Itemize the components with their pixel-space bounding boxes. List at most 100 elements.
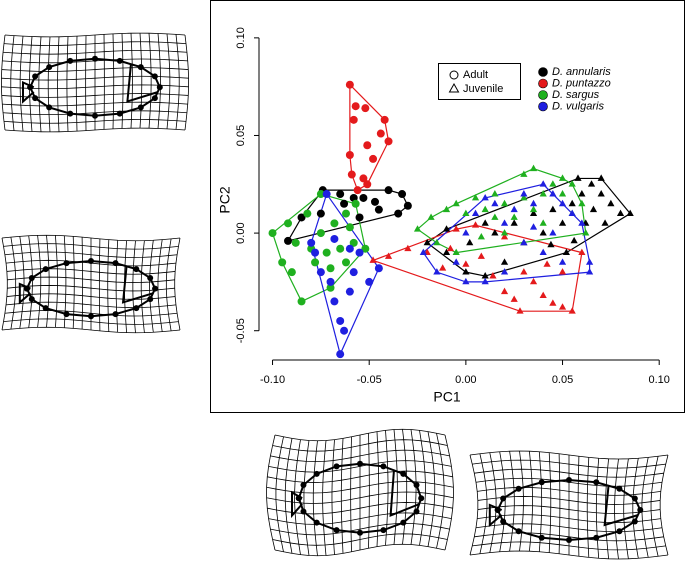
juvenile-point (558, 174, 567, 181)
landmark (566, 537, 572, 543)
landmark (333, 463, 340, 470)
landmark-outline (126, 63, 159, 103)
landmark (380, 463, 387, 470)
juvenile-point (423, 238, 431, 246)
juvenile-point (510, 213, 518, 220)
grid-line (376, 431, 380, 547)
adult-point (340, 326, 349, 335)
juvenile-point (574, 174, 582, 181)
juvenile-point (529, 223, 538, 230)
landmark (88, 313, 94, 320)
juvenile-point (549, 180, 557, 187)
grid-line (98, 238, 101, 331)
grid-line (38, 36, 42, 132)
juvenile-point (489, 272, 497, 279)
grid-line (37, 235, 42, 328)
juvenile-point (626, 209, 634, 216)
landmark (333, 527, 340, 534)
juvenile-point (500, 199, 509, 207)
juvenile-point (452, 225, 460, 232)
adult-point (336, 244, 345, 253)
grid-line (174, 237, 181, 331)
x-tick-label: -0.10 (260, 374, 285, 386)
landmark (538, 534, 545, 541)
adult-point (345, 244, 354, 253)
landmark-outline (603, 484, 639, 527)
adult-point (291, 238, 300, 247)
juvenile-point (568, 307, 576, 314)
juvenile-point (520, 170, 528, 177)
grid-line (632, 458, 639, 559)
deformation-grids (1, 32, 669, 560)
juvenile-point (477, 252, 485, 259)
grid-line (149, 240, 154, 333)
adult-point (326, 277, 335, 286)
juvenile-point (433, 268, 441, 275)
juvenile-point (491, 213, 499, 220)
grid-line (558, 453, 561, 554)
juvenile-point (500, 258, 509, 265)
adult-point (311, 258, 320, 267)
y-tick-label: 0.00 (235, 222, 247, 243)
adult-point (284, 236, 292, 245)
grid-line (650, 456, 659, 557)
juvenile-point (578, 190, 586, 197)
adult-point (345, 287, 354, 296)
legend-label: D. vulgaris (552, 100, 604, 112)
juvenile-point (520, 238, 528, 246)
landmark (67, 57, 74, 64)
adult-point (322, 248, 331, 257)
adult-point (342, 258, 350, 267)
adult-point (347, 170, 356, 179)
landmark (137, 104, 144, 111)
adult-point (351, 199, 360, 208)
grid-line (419, 430, 426, 546)
landmark (147, 275, 154, 282)
juvenile-point (510, 205, 518, 213)
grid-line (140, 240, 145, 333)
grid-line (19, 236, 25, 329)
juvenile-point (549, 190, 557, 197)
juvenile-point (558, 268, 567, 275)
adult-point (287, 268, 296, 277)
adult-point (359, 193, 368, 202)
juvenile-point (529, 209, 538, 216)
grid-line (444, 434, 454, 551)
landmark (116, 110, 123, 117)
adult-point (330, 234, 339, 243)
landmark (116, 57, 123, 64)
juvenile-point (568, 209, 576, 216)
landmark-outline (121, 265, 154, 304)
juvenile-point (568, 180, 576, 187)
juvenile-point (549, 299, 557, 306)
juvenile-point (520, 268, 528, 275)
grid-line (46, 235, 50, 328)
y-tick-label: -0.05 (235, 318, 247, 343)
grid-line (340, 438, 344, 554)
juvenile-point (529, 199, 538, 207)
juvenile-point (462, 268, 470, 275)
grid-line (1, 237, 8, 331)
legend-label: D. sargus (552, 89, 600, 101)
grid-line (385, 430, 389, 546)
grid-line (303, 440, 310, 556)
juvenile-point (589, 205, 598, 213)
plot-area: -0.10 -0.05 0.00 0.05 0.10 -0.05 0.00 0.05 0.10 (235, 27, 670, 386)
juvenile-point (539, 180, 547, 187)
juvenile-point (462, 209, 470, 216)
grid-line (72, 236, 75, 329)
landmark (593, 534, 600, 541)
juvenile-point (549, 229, 557, 236)
legend-label: D. puntazzo (552, 77, 611, 89)
adult-point (326, 264, 335, 273)
grid-line (266, 434, 276, 551)
juvenile-point (433, 238, 441, 246)
juvenile-point (543, 260, 551, 267)
grid-line (165, 238, 172, 331)
landmark (67, 110, 74, 117)
adult-point (363, 141, 372, 150)
grid-line (81, 237, 84, 330)
juvenile-point (558, 219, 567, 226)
